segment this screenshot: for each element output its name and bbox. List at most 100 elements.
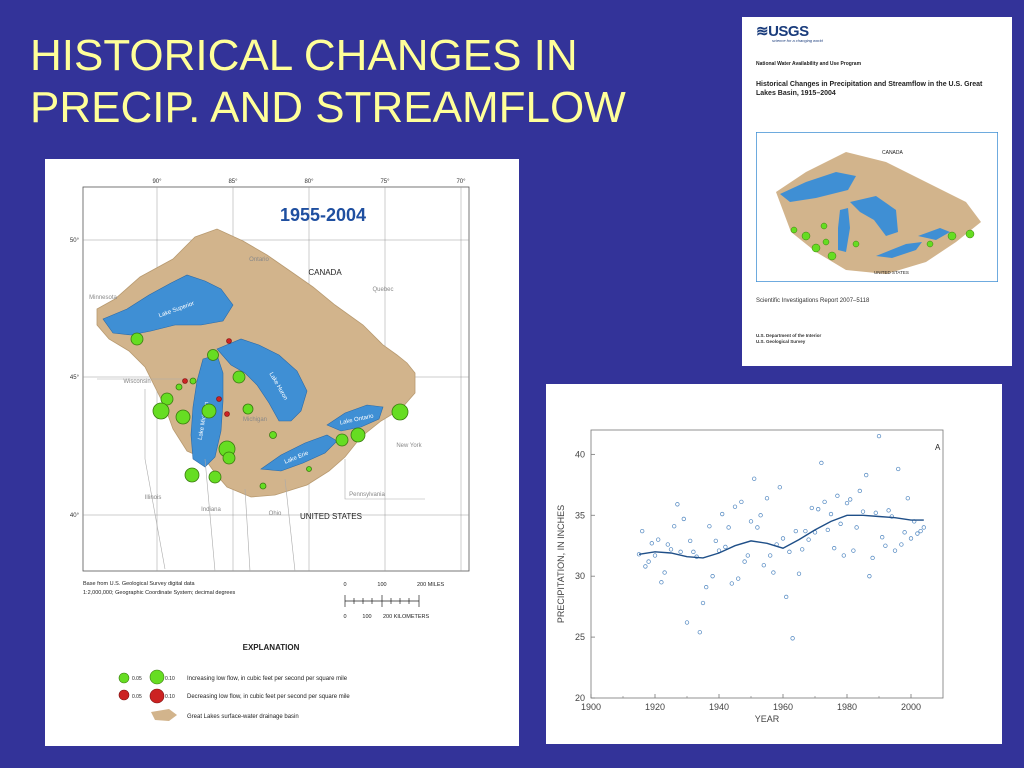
streamgage-increase-marker (259, 482, 267, 490)
data-point (848, 497, 853, 502)
period-label: 1955-2004 (280, 205, 366, 225)
data-point (684, 620, 690, 625)
scale-label: 200 KILOMETERS (383, 614, 429, 620)
x-tick-label: 1960 (773, 702, 793, 712)
precipitation-chart: 1900 1920 1940 1960 1980 2000 20 25 30 35 40 A YEA… (556, 429, 944, 724)
data-point (659, 580, 664, 585)
legend-text: Decreasing low flow, in cubic feet per s… (187, 694, 350, 700)
data-point (748, 519, 754, 524)
legend-decrease-small-marker (118, 689, 130, 701)
streamgage-increase-marker (175, 383, 183, 391)
data-point (697, 630, 702, 635)
province-label: Quebec (372, 287, 393, 293)
state-label: Pennsylvania (349, 492, 385, 498)
state-label: New York (396, 443, 422, 449)
y-axis-title: PRECIPITATION, IN INCHES (556, 505, 566, 623)
data-point (649, 541, 654, 546)
cover-department-line: U.S. Department of the Interior (756, 333, 822, 338)
data-point (675, 502, 680, 507)
cover-program: National Water Availability and Use Prog… (756, 61, 862, 67)
source-note: Base from U.S. Geological Survey digital… (83, 581, 196, 587)
data-point (835, 493, 840, 498)
streamgage-increase-marker (175, 409, 191, 425)
data-point (745, 553, 750, 558)
data-point (780, 536, 786, 541)
data-point (841, 553, 846, 558)
data-point (736, 576, 741, 581)
data-point (790, 636, 795, 641)
data-point (857, 488, 862, 494)
data-point (787, 549, 792, 554)
x-tick-label: 1980 (837, 702, 857, 712)
data-point (739, 499, 744, 505)
longitude-label: 85° (228, 179, 238, 185)
state-label: Ohio (269, 511, 282, 517)
data-point (758, 513, 763, 518)
data-point (665, 542, 670, 547)
data-point (864, 472, 869, 478)
data-point (816, 507, 821, 512)
cover-report-number: Scientific Investigations Report 2007–51… (756, 298, 870, 304)
legend-increase-small-marker (118, 672, 130, 684)
x-tick-label: 1920 (645, 702, 665, 712)
x-tick-label: 2000 (901, 702, 921, 712)
data-point (870, 555, 875, 561)
explanation-title: EXPLANATION (243, 643, 300, 652)
legend-value: 0.10 (165, 676, 175, 682)
scale-label: 0 (343, 614, 346, 620)
streamgage-increase-marker (130, 332, 144, 346)
data-point (681, 516, 686, 522)
slide-title: HISTORICAL CHANGES IN PRECIP. AND STREAM… (30, 30, 730, 134)
streamgage-increase-marker (391, 403, 409, 421)
y-tick-label: 40 (575, 449, 585, 459)
state-label: Illinois (145, 495, 162, 501)
data-point (704, 584, 709, 590)
data-point (828, 511, 834, 517)
data-point (784, 594, 789, 600)
usgs-tagline: science for a changing world (772, 38, 823, 43)
plot-frame (590, 429, 944, 699)
great-lakes-map-figure: 1955-2004 90° 85° 80° 75° 70° 50° 45° 40… (45, 159, 519, 746)
legend-value: 0.05 (132, 694, 142, 700)
thumbnail-increase-marker (811, 243, 821, 253)
streamgage-increase-marker (306, 466, 312, 472)
data-point (809, 505, 814, 511)
x-axis-title: YEAR (755, 714, 780, 724)
streamgage-increase-marker (189, 377, 197, 385)
streamgage-increase-marker (184, 467, 200, 483)
data-point (867, 574, 872, 579)
cover-map-label: UNITED STATES (874, 270, 909, 275)
data-point (803, 528, 808, 534)
data-point (723, 544, 728, 550)
state-label: Wisconsin (123, 379, 150, 385)
data-point (656, 537, 661, 542)
data-point (825, 527, 830, 533)
precipitation-chart-panel: 1900 1920 1940 1960 1980 2000 20 25 30 35 40 A YEA… (546, 384, 1002, 744)
data-point (899, 542, 904, 547)
thumbnail-increase-marker (852, 240, 860, 248)
data-point (720, 511, 725, 517)
x-tick-label: 1940 (709, 702, 729, 712)
data-point (851, 548, 856, 553)
data-point (678, 549, 683, 554)
state-label: Indiana (201, 507, 221, 513)
y-tick-label: 25 (575, 632, 585, 642)
data-point (908, 536, 914, 541)
scale-bar (344, 595, 420, 607)
streamgage-increase-marker (207, 349, 219, 361)
streamgage-increase-marker (350, 427, 366, 443)
data-point (652, 553, 658, 558)
cover-department-line: U.S. Geological Survey (756, 339, 806, 344)
data-point (896, 466, 901, 472)
state-borders (97, 378, 425, 572)
scale-label: 0 (343, 582, 346, 588)
state-label: Michigan (243, 417, 267, 423)
thumbnail-increase-marker (926, 240, 934, 248)
slide-title-line-2: PRECIP. AND STREAMFLOW (30, 83, 626, 132)
legend-increase-large-marker (149, 669, 165, 685)
streamgage-increase-marker (152, 402, 170, 420)
streamgage-increase-marker (160, 392, 174, 406)
data-point (700, 600, 706, 606)
data-point (755, 525, 760, 530)
latitude-label: 40° (70, 513, 80, 519)
